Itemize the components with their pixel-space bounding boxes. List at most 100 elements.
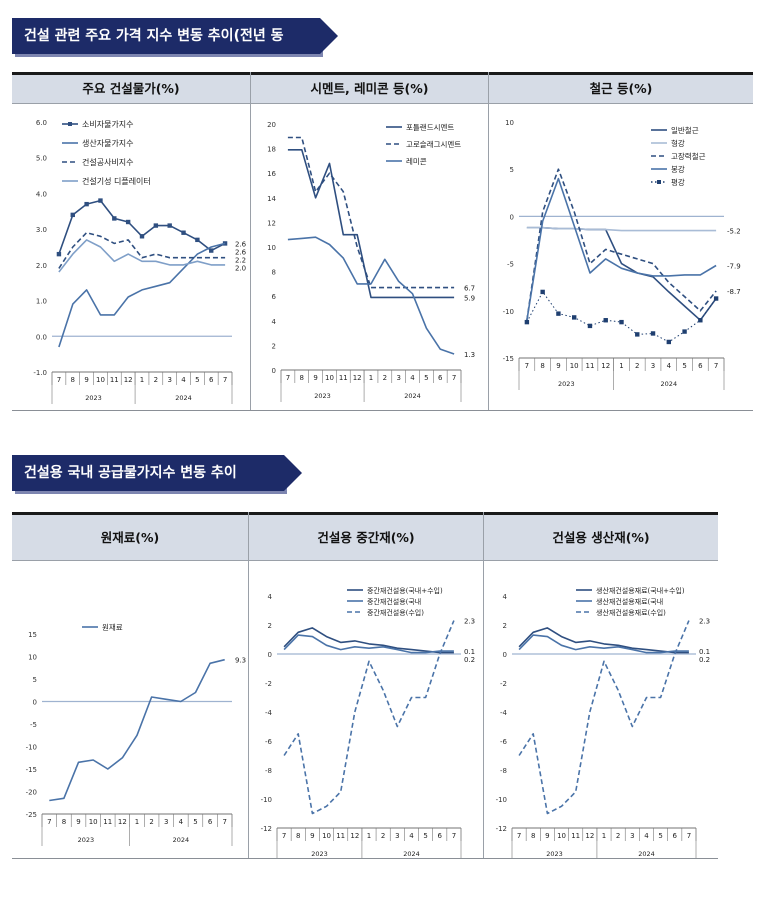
y-tick-label: -10 — [496, 796, 507, 804]
x-tick-label: 2 — [381, 832, 385, 840]
data-point-marker — [167, 223, 172, 228]
x-tick-label: 3 — [395, 832, 399, 840]
series-line — [526, 291, 717, 343]
x-tick-label: 2 — [383, 374, 387, 382]
y-tick-label: -12 — [261, 825, 272, 833]
x-tick-label: 7 — [222, 818, 226, 826]
legend-label: 평강 — [671, 177, 685, 187]
series-line — [287, 136, 455, 289]
x-tick-label: 12 — [353, 374, 362, 382]
data-point-marker — [619, 319, 624, 325]
x-tick-label: 4 — [181, 376, 186, 384]
x-tick-label: 11 — [339, 374, 348, 382]
y-tick-label: 18 — [267, 146, 276, 154]
y-tick-label: 20 — [267, 121, 276, 129]
y-tick-label: -20 — [26, 789, 37, 797]
legend-label: 포틀랜드시멘트 — [406, 122, 454, 132]
x-tick-label: 11 — [586, 362, 595, 370]
panel-producer-goods: 건설용 생산재(%) 4 2 0 -2 -4 -6 -8 -10 -12 7 8 9 10 11 12 1 2 3… — [483, 512, 718, 858]
x-tick-label: 10 — [325, 374, 334, 382]
series-line — [49, 658, 225, 802]
y-tick-label: -5 — [507, 261, 514, 269]
series-line — [526, 168, 717, 321]
x-tick-label: 1 — [369, 374, 373, 382]
x-tick-label: 7 — [286, 374, 290, 382]
x-tick-label: 10 — [322, 832, 331, 840]
x-tick-label: 8 — [62, 818, 66, 826]
x-group-label: 2024 — [175, 394, 192, 402]
x-tick-label: 11 — [571, 832, 580, 840]
x-group-label: 2023 — [546, 850, 563, 858]
x-tick-label: 2 — [616, 832, 620, 840]
section-title-supply-index-text: 건설용 국내 공급물가지수 변동 추이(전년 동월 대비) — [24, 465, 237, 517]
panel-head-rebar: 철근 등(%) — [489, 72, 753, 104]
x-tick-label: 4 — [644, 832, 649, 840]
data-point-marker — [698, 318, 703, 323]
x-tick-label: 2 — [154, 376, 158, 384]
series-line — [526, 226, 717, 321]
end-value-label: 0.1 — [464, 648, 475, 656]
end-value-label: 2.2 — [235, 256, 246, 264]
x-tick-label: 8 — [71, 376, 75, 384]
data-point-marker — [209, 248, 214, 253]
x-tick-label: 7 — [525, 362, 529, 370]
end-value-label: 9.3 — [235, 657, 246, 665]
y-tick-label: 0 — [510, 213, 514, 221]
panel-head-raw-materials: 원재료(%) — [12, 512, 248, 561]
data-point-marker — [635, 332, 640, 337]
y-tick-label: 10 — [267, 244, 276, 252]
legend-label: 고장력철근 — [671, 151, 706, 161]
data-point-marker — [153, 223, 159, 228]
x-tick-label: 10 — [89, 818, 98, 826]
y-tick-label: -5 — [30, 721, 37, 729]
panel-intermediate-goods: 건설용 중간재(%) 4 2 0 -2 -4 -6 -8 -10 -12 7 8 9 10 11 12 1 2 3… — [248, 512, 483, 858]
data-point-marker — [556, 311, 561, 316]
x-group-label: 2024 — [173, 836, 190, 844]
x-tick-label: 8 — [296, 832, 300, 840]
data-point-marker — [666, 339, 672, 345]
y-tick-label: -4 — [500, 709, 508, 717]
y-tick-label: 12 — [267, 219, 276, 227]
x-tick-label: 12 — [350, 832, 359, 840]
x-tick-label: 7 — [452, 374, 456, 382]
y-tick-label: 6.0 — [36, 119, 47, 127]
y-tick-label: -15 — [26, 766, 37, 774]
x-tick-label: 7 — [517, 832, 521, 840]
y-tick-label: 5 — [510, 166, 514, 174]
y-tick-label: -8 — [500, 767, 507, 775]
x-tick-label: 1 — [602, 832, 606, 840]
y-tick-label: -2 — [500, 680, 507, 688]
x-tick-label: 3 — [630, 832, 634, 840]
series-line — [58, 239, 226, 273]
section-title-price-index: 건설 관련 주요 가격 지수 변동 추이(전년 동월 대비) — [12, 18, 338, 80]
x-tick-label: 4 — [410, 374, 415, 382]
x-tick-label: 8 — [540, 362, 544, 370]
x-tick-label: 10 — [96, 376, 105, 384]
legend-label: 생산재건설용재료(수입) — [596, 608, 666, 617]
y-tick-label: 0 — [33, 699, 37, 707]
x-tick-label: 7 — [57, 376, 61, 384]
series-line — [526, 226, 717, 232]
panel-head-cement-remicon: 시멘트, 레미콘 등(%) — [251, 72, 488, 104]
data-point-marker — [587, 323, 593, 329]
legend-label: 일반철근 — [671, 125, 699, 135]
data-point-marker — [571, 315, 577, 320]
x-tick-label: 5 — [195, 376, 199, 384]
data-point-marker — [56, 251, 62, 257]
x-tick-label: 5 — [424, 374, 428, 382]
y-tick-label: 0 — [503, 651, 507, 659]
end-value-label: 6.7 — [464, 285, 475, 293]
panel-major-construction-price: 주요 건설물가(%) 6.0 5.0 4.0 3.0 2.0 1.0 0.0 -1.0 7 8 9 1… — [12, 72, 250, 410]
divider-line — [12, 858, 718, 859]
data-point-marker — [70, 212, 75, 218]
panel-title: 철근 등(%) — [589, 81, 653, 96]
y-tick-label: -12 — [496, 825, 507, 833]
legend-marker — [68, 122, 72, 126]
x-tick-label: 8 — [531, 832, 535, 840]
series-line — [287, 149, 455, 299]
x-tick-label: 3 — [651, 362, 655, 370]
end-value-label: 2.3 — [464, 618, 475, 626]
x-tick-label: 7 — [714, 362, 718, 370]
x-tick-label: 11 — [103, 818, 112, 826]
